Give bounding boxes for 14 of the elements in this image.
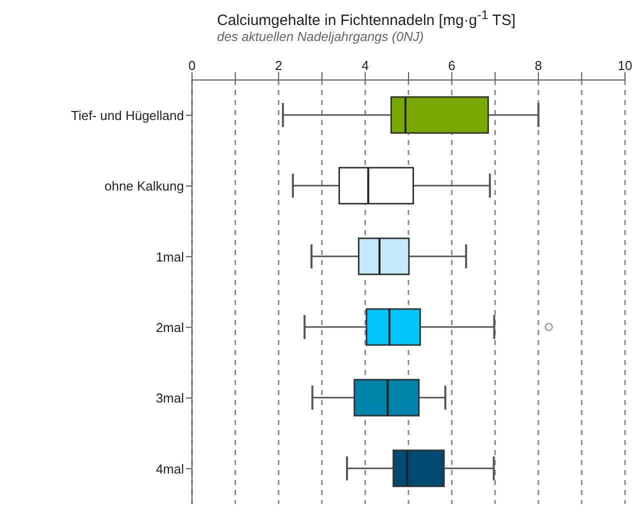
- x-tick-label: 8: [534, 58, 542, 73]
- y-tick-label: 1mal: [156, 249, 184, 264]
- y-tick-label: 2mal: [156, 320, 184, 335]
- chart-subtitle: des aktuellen Nadeljahrgangs (0NJ): [217, 29, 425, 44]
- x-tick-label: 6: [448, 58, 456, 73]
- x-tick-label: 0: [188, 58, 196, 73]
- chart-title: Calciumgehalte in Fichtennadeln [mg·g$^{-1}$ TS]: [217, 8, 517, 29]
- y-tick-label: 4mal: [156, 461, 184, 476]
- x-tick-label: 10: [618, 58, 632, 73]
- y-tick-label: ohne Kalkung: [104, 178, 184, 194]
- y-tick-label: 3mal: [156, 390, 184, 406]
- x-tick-label: 4: [362, 58, 369, 73]
- y-tick-label: Tief- und Hügelland: [71, 108, 184, 123]
- x-tick-label: 2: [274, 58, 282, 73]
